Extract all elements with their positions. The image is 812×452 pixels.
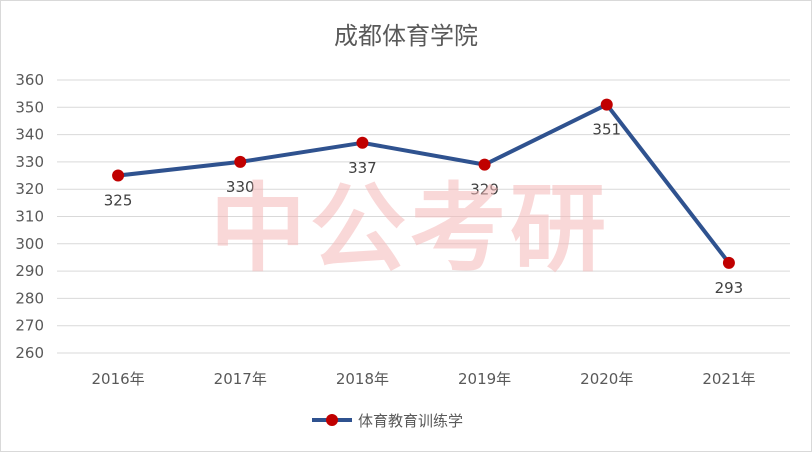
legend: 体育教育训练学: [312, 412, 463, 430]
x-tick-label: 2016年: [91, 370, 144, 388]
series-markers: [112, 98, 735, 269]
data-label: 337: [348, 159, 377, 177]
y-tick-label: 280: [15, 289, 44, 307]
series-line-path: [117, 102, 731, 265]
x-tick-label: 2020年: [580, 370, 633, 388]
data-point: [478, 158, 491, 171]
y-axis-ticks: 260 270 280 290 300 310 320 330 340 350 360: [15, 71, 44, 362]
series-line: [117, 102, 731, 265]
y-tick-label: 260: [15, 344, 44, 362]
data-label: 330: [226, 178, 255, 196]
data-labels: 325 330 337 329 351 293: [104, 121, 743, 297]
data-point: [722, 256, 735, 269]
y-tick-label: 360: [15, 71, 44, 89]
data-point: [356, 136, 369, 149]
y-tick-label: 320: [15, 180, 44, 198]
x-axis-ticks: 2016年 2017年 2018年 2019年 2020年 2021年: [91, 370, 755, 388]
legend-marker-swatch: [326, 414, 338, 426]
data-point: [600, 98, 613, 111]
gridlines: [57, 79, 790, 354]
legend-label: 体育教育训练学: [358, 412, 463, 430]
data-label: 329: [470, 181, 499, 199]
y-tick-label: 300: [15, 235, 44, 253]
data-label: 351: [592, 121, 621, 139]
y-tick-label: 340: [15, 126, 44, 144]
x-tick-label: 2021年: [702, 370, 755, 388]
data-point: [112, 169, 125, 182]
y-tick-label: 270: [15, 317, 44, 335]
chart-title: 成都体育学院: [334, 22, 478, 50]
data-label: 325: [104, 192, 133, 210]
y-tick-label: 350: [15, 98, 44, 116]
watermark-logo: 中公考研: [210, 173, 610, 285]
x-tick-label: 2019年: [458, 370, 511, 388]
x-tick-label: 2017年: [214, 370, 267, 388]
y-tick-label: 310: [15, 208, 44, 226]
data-label: 293: [715, 279, 744, 297]
data-point: [234, 155, 247, 168]
y-tick-label: 290: [15, 262, 44, 280]
x-tick-label: 2018年: [336, 370, 389, 388]
y-tick-label: 330: [15, 153, 44, 171]
